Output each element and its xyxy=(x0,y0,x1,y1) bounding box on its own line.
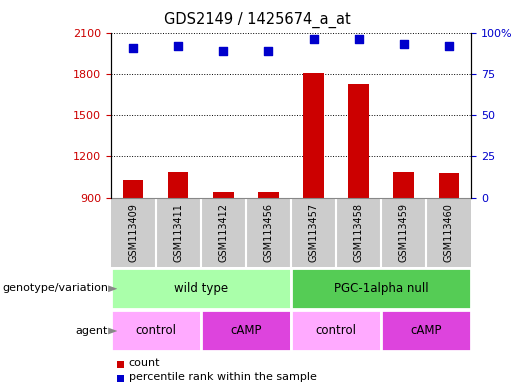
Text: agent: agent xyxy=(76,326,108,336)
Bar xyxy=(111,268,291,309)
Text: GSM113457: GSM113457 xyxy=(308,203,318,262)
Text: GSM113460: GSM113460 xyxy=(444,203,454,262)
Point xyxy=(174,43,182,49)
Bar xyxy=(111,310,201,351)
Bar xyxy=(117,361,124,368)
Text: control: control xyxy=(135,324,176,337)
Point xyxy=(400,41,408,47)
Text: count: count xyxy=(129,358,160,368)
Bar xyxy=(303,73,323,198)
Bar xyxy=(349,84,369,198)
Point xyxy=(264,48,272,54)
Bar xyxy=(201,310,291,351)
Text: PGC-1alpha null: PGC-1alpha null xyxy=(334,282,428,295)
Bar xyxy=(117,375,124,382)
Polygon shape xyxy=(108,328,117,334)
Text: cAMP: cAMP xyxy=(230,324,262,337)
Text: cAMP: cAMP xyxy=(410,324,442,337)
Bar xyxy=(439,173,459,198)
Text: GSM113411: GSM113411 xyxy=(174,203,183,262)
Text: GSM113409: GSM113409 xyxy=(128,203,138,262)
Text: GSM113456: GSM113456 xyxy=(264,203,273,262)
Text: genotype/variation: genotype/variation xyxy=(2,283,108,293)
Bar xyxy=(291,268,471,309)
Text: control: control xyxy=(316,324,356,337)
Text: GDS2149 / 1425674_a_at: GDS2149 / 1425674_a_at xyxy=(164,12,351,28)
Point xyxy=(444,43,453,49)
Bar xyxy=(291,310,381,351)
Polygon shape xyxy=(108,285,117,292)
Text: GSM113459: GSM113459 xyxy=(399,203,408,262)
Point xyxy=(129,45,138,51)
Point xyxy=(310,36,318,42)
Bar xyxy=(168,172,188,198)
Point xyxy=(354,36,363,42)
Bar xyxy=(381,310,471,351)
Text: percentile rank within the sample: percentile rank within the sample xyxy=(129,372,317,382)
Bar xyxy=(213,192,233,198)
Text: GSM113458: GSM113458 xyxy=(354,203,364,262)
Point xyxy=(219,48,228,54)
Text: GSM113412: GSM113412 xyxy=(218,203,228,262)
Bar xyxy=(393,172,414,198)
Bar xyxy=(123,180,143,198)
Bar xyxy=(259,192,279,198)
Text: wild type: wild type xyxy=(174,282,228,295)
